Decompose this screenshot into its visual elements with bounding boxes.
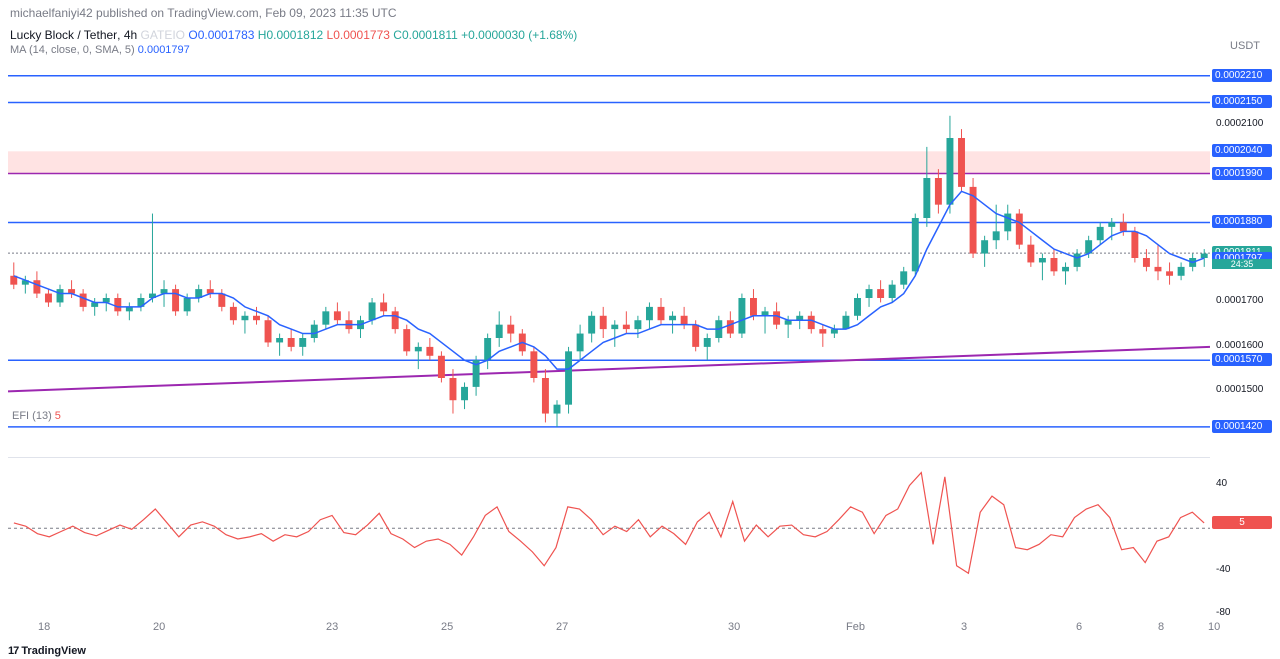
efi-legend: EFI (13) 5 (12, 410, 61, 422)
price-axis[interactable]: 0.00022100.00021500.00021000.00020400.00… (1212, 58, 1280, 458)
chart-legend: Lucky Block / Tether, 4h GATEIO O0.00017… (0, 26, 1280, 44)
chart-container[interactable] (8, 58, 1210, 614)
timeframe[interactable]: 4h (124, 28, 137, 42)
ohlc-close: C0.0001811 (393, 28, 458, 42)
ohlc-low: L0.0001773 (327, 28, 390, 42)
main-price-chart[interactable] (8, 58, 1210, 458)
ma-legend: MA (14, close, 0, SMA, 5) 0.0001797 (0, 44, 1280, 56)
publish-header: michaelfaniyi42 published on TradingView… (0, 0, 1280, 26)
exchange: GATEIO (141, 28, 185, 42)
efi-indicator-chart[interactable] (8, 464, 1210, 614)
quote-currency: USDT (1230, 40, 1260, 52)
tradingview-logo[interactable]: 17 TradingView (8, 645, 86, 657)
symbol-name[interactable]: Lucky Block / Tether (10, 28, 117, 42)
efi-axis[interactable]: 40-40-805 (1212, 464, 1280, 614)
ohlc-high: H0.0001812 (258, 28, 323, 42)
time-axis[interactable]: 182023252730Feb36810 (8, 619, 1210, 639)
ohlc-change: +0.0000030 (+1.68%) (461, 28, 577, 42)
ohlc-open: O0.0001783 (188, 28, 254, 42)
